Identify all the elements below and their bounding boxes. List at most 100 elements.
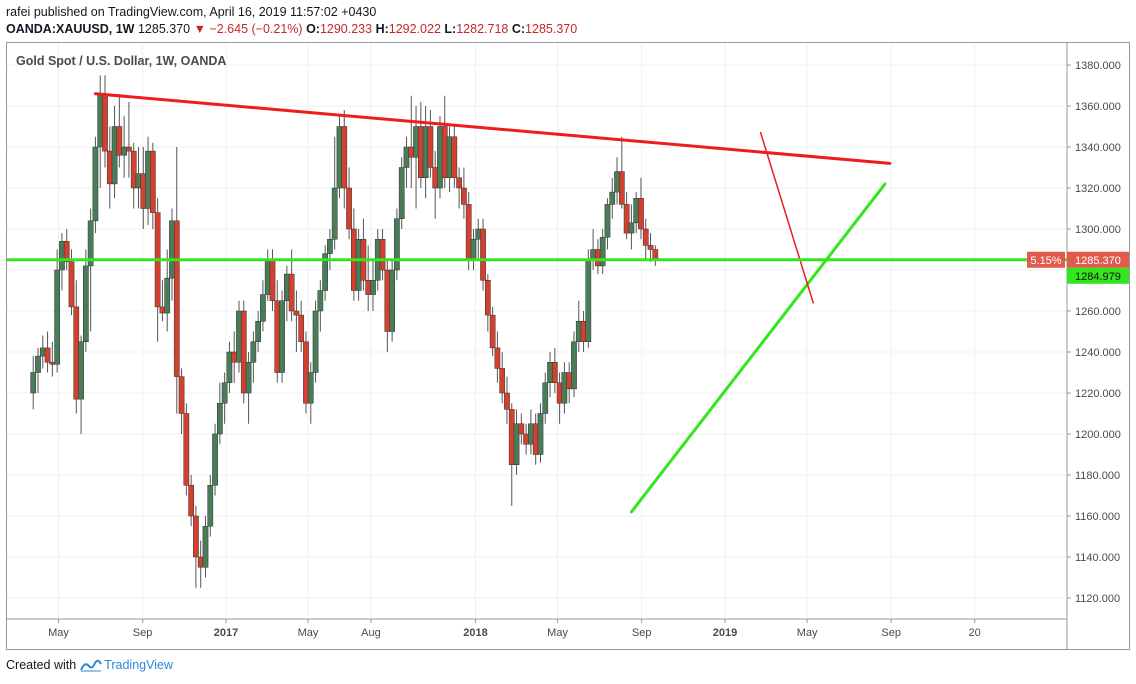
candle-up [389, 269, 395, 332]
x-tick-label: May [48, 627, 69, 639]
candle-up [475, 228, 482, 240]
last-price: 1285.370 [137, 22, 191, 36]
footer: Created with TradingView [6, 658, 173, 672]
candle-up [279, 300, 285, 373]
y-tick-label: 1380.000 [1075, 60, 1121, 72]
candle-up [226, 351, 233, 383]
candle-down [197, 556, 204, 568]
horizontal-line-tag-bg [1067, 267, 1129, 284]
candle-up [590, 249, 596, 260]
candle-down [384, 269, 391, 332]
x-tick-label: 2017 [214, 627, 238, 639]
tradingview-link[interactable]: TradingView [104, 658, 173, 672]
candle-down [461, 187, 467, 205]
candle-down [494, 347, 501, 369]
open-label: O: [306, 22, 320, 36]
last-price-tag-bg [1067, 251, 1129, 268]
candle-up [609, 191, 616, 205]
publish-info: rafei published on TradingView.com, Apri… [6, 5, 376, 19]
published-text: published on TradingView.com, April 16, … [33, 5, 377, 19]
candle-down [427, 126, 434, 168]
high-label: H: [375, 22, 389, 36]
candle-up [413, 126, 419, 158]
candle-down [63, 241, 70, 263]
candle-up [370, 280, 376, 295]
candle-down [556, 382, 563, 404]
created-with-text: Created with [6, 658, 77, 672]
x-tick-label: May [298, 627, 319, 639]
candle-down [269, 259, 276, 301]
candle-down [293, 310, 300, 316]
support-trendline [629, 182, 887, 514]
candle-down [379, 239, 386, 271]
candle-down [532, 423, 539, 455]
candle-up [121, 146, 127, 156]
author-name[interactable]: rafei [6, 5, 31, 19]
candle-down [456, 177, 462, 189]
candle-up [250, 341, 257, 363]
y-tick-label: 1320.000 [1075, 183, 1121, 195]
candle-up [336, 126, 343, 189]
chart-frame[interactable]: 1120.000 1140.000 1160.000 1180.000 1200.000… [6, 42, 1130, 650]
candle-up [542, 382, 549, 414]
candle-up [604, 204, 611, 238]
candle-up [327, 239, 333, 254]
price-axis: 1120.000 1140.000 1160.000 1180.000 1200.000… [1027, 60, 1129, 605]
candle-up [446, 136, 453, 178]
candle-up [571, 341, 577, 390]
candle-up [202, 526, 209, 568]
x-tick-label: 2018 [463, 627, 487, 639]
candle-down [68, 261, 75, 308]
y-tick-label: 1260.000 [1075, 306, 1121, 318]
candle-down [126, 146, 132, 152]
candle-down [102, 93, 108, 152]
x-tick-label: May [797, 627, 818, 639]
close-label: C: [511, 22, 526, 36]
candle-up [135, 173, 142, 189]
candle-up [355, 239, 362, 291]
candle-down [73, 306, 80, 400]
candle-up [513, 423, 520, 465]
x-tick-label: 2019 [713, 627, 737, 639]
candle-up [212, 433, 218, 486]
y-tick-label: 1160.000 [1075, 511, 1120, 523]
candle-up [575, 321, 582, 342]
candle-down [518, 423, 525, 435]
candle-down [647, 245, 654, 250]
candle-up [111, 126, 118, 185]
candle-down [288, 273, 295, 312]
y-tick-label: 1200.000 [1075, 429, 1121, 441]
low-label: L: [444, 22, 457, 36]
candle-up [628, 222, 635, 234]
candle-down [303, 341, 309, 404]
candle-down [408, 146, 415, 158]
y-tick-label: 1340.000 [1075, 142, 1121, 154]
y-tick-label: 1220.000 [1075, 388, 1121, 400]
time-axis: May Sep 2017 May Aug 2018 May Sep 2019 May Sep 20 [48, 619, 981, 639]
last-price-tag: 1285.370 [1075, 255, 1121, 267]
y-tick-label: 1120.000 [1075, 593, 1120, 605]
candle-down [183, 413, 190, 486]
candle-up [164, 277, 171, 314]
price-chart[interactable]: 1120.000 1140.000 1160.000 1180.000 1200.000… [7, 43, 1129, 649]
candle-down [193, 515, 199, 558]
candle-down [417, 126, 424, 178]
short-downtrend-line [759, 131, 814, 304]
candle-down [341, 126, 348, 189]
candle-down [623, 204, 630, 234]
chart-title: Gold Spot / U.S. Dollar, 1W, OANDA [16, 54, 226, 68]
candle-down [441, 126, 448, 178]
x-tick-label: Sep [632, 627, 652, 639]
trend-lines [7, 92, 1067, 514]
y-tick-label: 1240.000 [1075, 347, 1121, 359]
candle-up [585, 259, 592, 342]
candle-up [403, 146, 410, 168]
candle-down [566, 372, 573, 390]
candle-up [537, 413, 544, 455]
symbol-label: OANDA:XAUUSD, 1W [6, 22, 135, 36]
candle-down [580, 321, 587, 342]
candle-up [221, 382, 228, 404]
candle-up [547, 362, 553, 383]
candle-down [44, 347, 51, 363]
y-tick-label: 1180.000 [1075, 470, 1120, 482]
